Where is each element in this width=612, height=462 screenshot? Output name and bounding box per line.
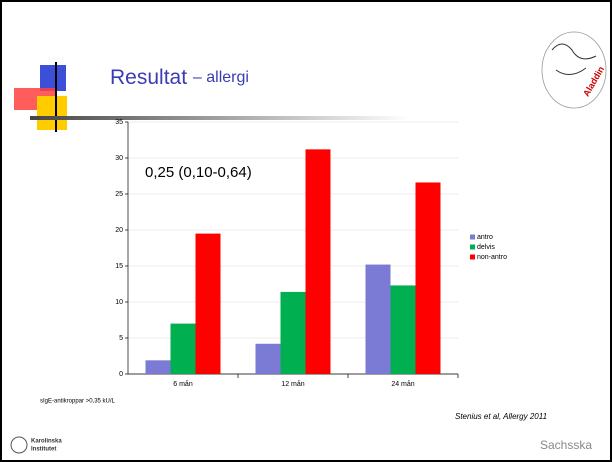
title: Resultat – allergi [110,66,249,89]
bar [415,182,441,374]
x-tick-label: 12 mån [281,380,304,388]
y-tick-label: 30 [115,155,123,162]
y-tick-label: 20 [115,227,123,234]
legend-swatch [470,244,475,250]
bar [145,360,171,374]
logo-ki: Karolinska [31,439,62,445]
y-tick-label: 0 [119,371,123,378]
legend-swatch [470,234,475,240]
logo-ki-seal [10,436,28,454]
bar [195,233,221,374]
x-tick-label: 6 mån [173,380,193,388]
x-tick-label: 24 mån [391,380,414,388]
bar [390,285,416,374]
legend-label: delvis [477,244,495,251]
bar [170,323,196,374]
title-main: Resultat [110,66,187,89]
deco-line [30,116,410,120]
bar [365,264,391,374]
logo-frame [541,31,607,109]
footnote: sIgE-antikroppar >0,35 kU/L [40,399,116,405]
y-tick-label: 25 [115,191,123,198]
bar [255,343,281,374]
annotation: 0,25 (0,10-0,64) [145,164,252,181]
deco-square [37,96,67,130]
bar [305,149,331,374]
legend-swatch [470,254,475,260]
legend-label: non-antro [477,254,507,261]
deco-square [40,65,66,91]
title-sub: – allergi [193,69,249,86]
y-tick-label: 5 [119,335,123,342]
y-tick-label: 15 [115,263,123,270]
legend-label: antro [477,234,493,241]
bar [280,291,306,374]
y-tick-label: 35 [115,119,123,126]
logo-sketch [551,43,597,75]
logo-sachsska: Sachsska [540,438,592,452]
y-tick-label: 10 [115,299,123,306]
logo-ki: Institutet [31,447,56,453]
source: Stenius et al, Allergy 2011 [455,412,547,421]
